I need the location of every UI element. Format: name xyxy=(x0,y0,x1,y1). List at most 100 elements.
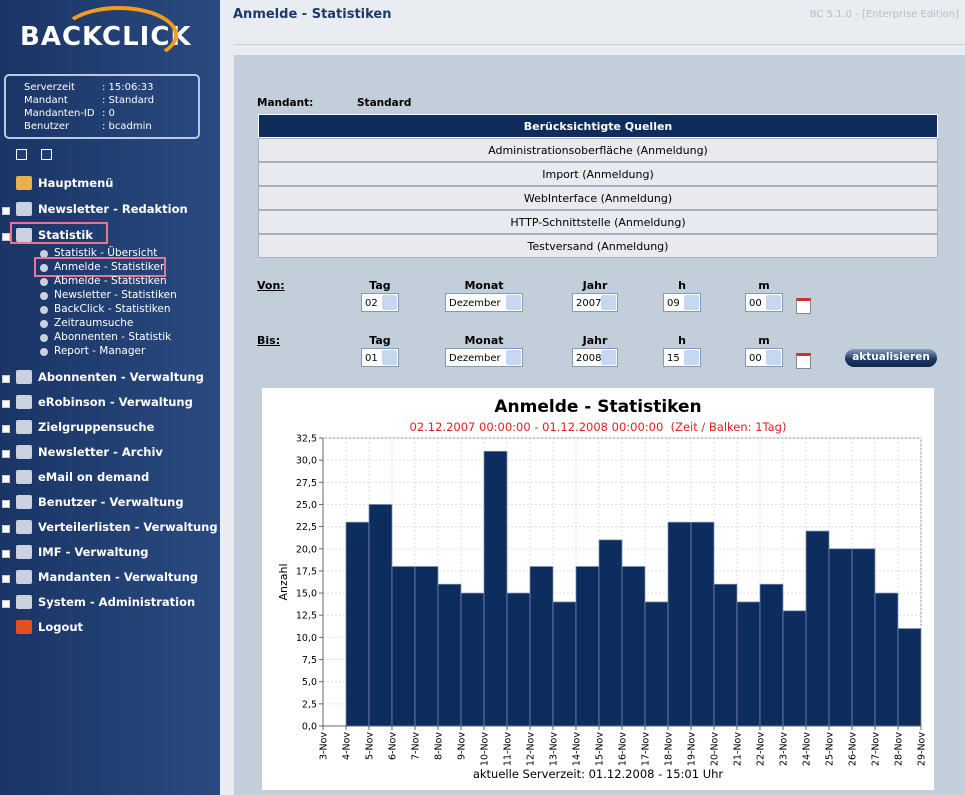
menu-item[interactable]: Newsletter - Archiv xyxy=(38,445,163,459)
menu-icon xyxy=(16,545,32,559)
menu-item[interactable]: Hauptmenü xyxy=(38,176,114,190)
bar xyxy=(552,601,577,727)
menu-item[interactable]: Logout xyxy=(38,620,84,634)
bar xyxy=(598,539,623,727)
menu-icon xyxy=(16,202,32,216)
calendar-icon[interactable] xyxy=(796,353,811,369)
highlight xyxy=(10,222,108,244)
x-tick-label: 3-Nov xyxy=(319,732,330,760)
tree-toggle[interactable] xyxy=(2,475,10,483)
tree-toggle[interactable] xyxy=(2,600,10,608)
x-tick-label: 22-Nov xyxy=(756,732,767,766)
menu-item[interactable]: Benutzer - Verwaltung xyxy=(38,495,184,509)
menu-icon xyxy=(16,570,32,584)
info-box xyxy=(4,74,200,139)
select[interactable]: 2007 xyxy=(572,293,618,312)
select[interactable]: 2008 xyxy=(572,348,618,367)
bar xyxy=(782,610,807,727)
button[interactable]: aktualisieren xyxy=(845,349,937,367)
y-tick-label: 7,5 xyxy=(302,655,317,666)
table-row: Testversand (Anmeldung) xyxy=(258,234,938,258)
bar xyxy=(506,592,531,727)
x-tick-label: 5-Nov xyxy=(365,732,376,760)
bar xyxy=(828,548,853,727)
table-header: Berücksichtigte Quellen xyxy=(258,114,938,138)
chart: Anmelde - Statistiken 02.12.2007 00:00:0… xyxy=(262,388,934,790)
y-tick-label: 25,0 xyxy=(296,500,317,511)
x-tick-label: 16-Nov xyxy=(618,732,629,766)
tree-toggle[interactable] xyxy=(2,500,10,508)
select[interactable]: 00 xyxy=(745,293,783,312)
select[interactable]: Dezember xyxy=(445,293,523,312)
tree-toggle[interactable] xyxy=(2,400,10,408)
info-value: : bcadmin xyxy=(102,121,152,132)
menu-item[interactable]: eMail on demand xyxy=(38,470,150,484)
y-tick-label: 15,0 xyxy=(296,589,317,600)
x-tick-label: 23-Nov xyxy=(779,732,790,766)
tree-toggle[interactable] xyxy=(2,375,10,383)
submenu-bullet xyxy=(40,306,48,314)
submenu-item[interactable]: Statistik - Übersicht xyxy=(54,247,158,259)
select[interactable]: 02 xyxy=(361,293,399,312)
bar xyxy=(575,566,600,727)
tree-toggle[interactable] xyxy=(2,575,10,583)
menu-icon xyxy=(16,370,32,384)
submenu-item[interactable]: BackClick - Statistiken xyxy=(54,303,171,315)
tree-toggle[interactable] xyxy=(2,207,10,215)
menu-icon xyxy=(16,395,32,409)
y-tick-label: 32,5 xyxy=(296,434,317,445)
expand-all[interactable] xyxy=(16,149,27,160)
field-label: m xyxy=(758,279,770,292)
x-tick-label: 11-Nov xyxy=(503,732,514,766)
bar xyxy=(368,504,393,727)
tree-toggle[interactable] xyxy=(2,425,10,433)
tree-toggle[interactable] xyxy=(2,233,10,241)
x-tick-label: 18-Nov xyxy=(664,732,675,766)
bar xyxy=(805,530,830,727)
menu-item[interactable]: Mandanten - Verwaltung xyxy=(38,570,199,584)
bar xyxy=(529,566,554,727)
tree-toggle[interactable] xyxy=(2,450,10,458)
bar xyxy=(460,592,485,727)
menu-item[interactable]: Statistik xyxy=(38,228,93,242)
table-row: HTTP-Schnittstelle (Anmeldung) xyxy=(258,210,938,234)
select[interactable]: 00 xyxy=(745,348,783,367)
menu-item[interactable]: Verteilerlisten - Verwaltung xyxy=(38,520,218,534)
submenu-item[interactable]: Report - Manager xyxy=(54,345,146,357)
submenu-bullet xyxy=(40,250,48,258)
menu-icon xyxy=(16,445,32,459)
submenu-bullet xyxy=(40,264,48,272)
bar xyxy=(874,592,899,727)
select[interactable]: 09 xyxy=(663,293,701,312)
field-label: Jahr xyxy=(582,279,608,292)
submenu-item[interactable]: Abonnenten - Statistik xyxy=(54,331,172,343)
select[interactable]: 01 xyxy=(361,348,399,367)
bar xyxy=(851,548,876,727)
x-tick-label: 14-Nov xyxy=(572,732,583,766)
table-row: Administrationsoberfläche (Anmeldung) xyxy=(258,138,938,162)
submenu-item[interactable]: Anmelde - Statistiken xyxy=(54,261,167,273)
select[interactable]: Dezember xyxy=(445,348,523,367)
info-value: : Standard xyxy=(102,95,155,106)
x-tick-label: 29-Nov xyxy=(917,732,928,766)
menu-item[interactable]: Zielgruppensuche xyxy=(38,420,155,434)
x-tick-label: 28-Nov xyxy=(894,732,905,766)
select[interactable]: 15 xyxy=(663,348,701,367)
menu-item[interactable]: eRobinson - Verwaltung xyxy=(38,395,193,409)
menu-item[interactable]: System - Administration xyxy=(38,595,196,609)
submenu-bullet xyxy=(40,278,48,286)
submenu-item[interactable]: Abmelde - Statistiken xyxy=(54,275,167,287)
x-tick-label: 17-Nov xyxy=(641,732,652,766)
info-label: Mandant xyxy=(24,95,68,106)
collapse-all[interactable] xyxy=(41,149,52,160)
submenu-item[interactable]: Newsletter - Statistiken xyxy=(54,289,177,301)
tree-toggle[interactable] xyxy=(2,525,10,533)
submenu-item[interactable]: Zeitraumsuche xyxy=(54,317,134,329)
submenu-bullet xyxy=(40,320,48,328)
menu-item[interactable]: IMF - Verwaltung xyxy=(38,545,149,559)
calendar-icon[interactable] xyxy=(796,298,811,314)
tree-toggle[interactable] xyxy=(2,550,10,558)
menu-item[interactable]: Abonnenten - Verwaltung xyxy=(38,370,204,384)
menu-icon xyxy=(16,176,32,190)
menu-item[interactable]: Newsletter - Redaktion xyxy=(38,202,188,216)
